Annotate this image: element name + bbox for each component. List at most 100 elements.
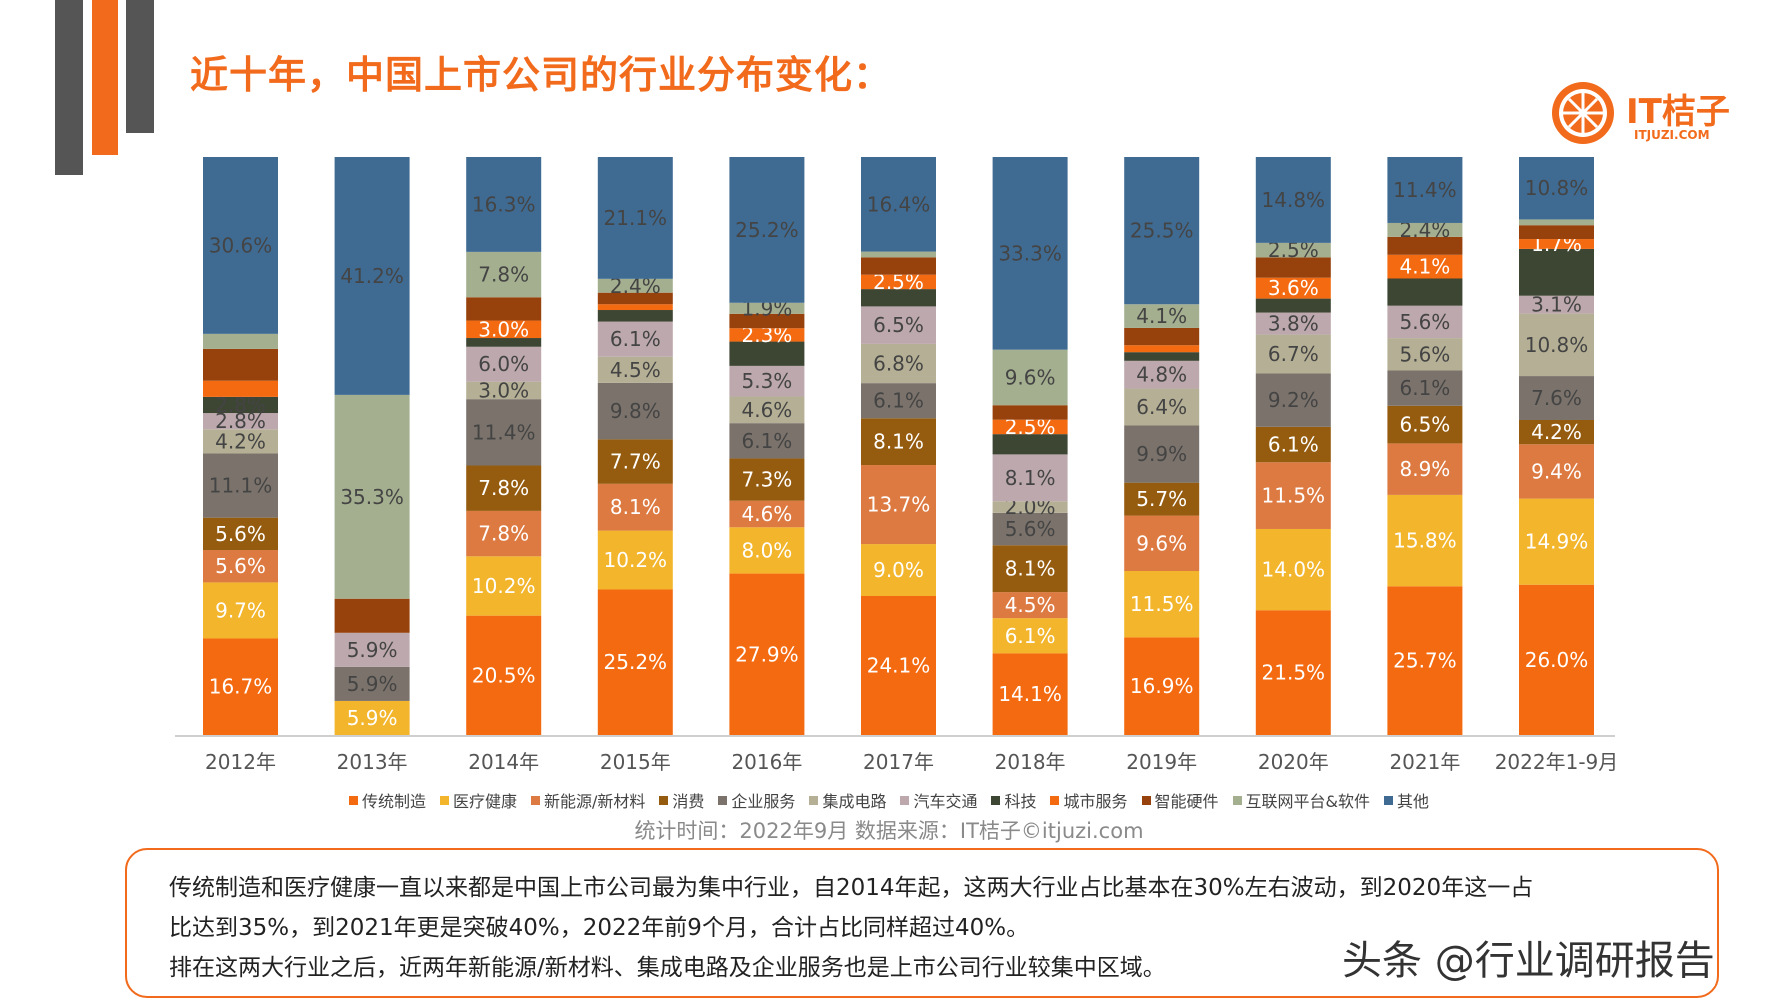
bar-segment [466,320,542,339]
data-label: 5.6% [215,554,266,578]
data-label: 8.1% [1005,557,1056,581]
bar-segment [1519,584,1594,735]
bar-segment [203,550,278,583]
bar-segment [1519,157,1594,220]
bar-segment [1124,327,1200,346]
bar-segment [466,510,542,557]
data-label: 5.9% [347,638,398,662]
data-label: 27.9% [735,642,799,666]
legend-label: 消费 [672,792,705,811]
bar-segment [861,306,936,344]
bar-segment [1387,278,1463,306]
bar-segment [1519,444,1594,499]
data-label: 25.2% [604,650,668,674]
data-label: 3.8% [1268,312,1319,336]
data-label: 4.5% [610,358,661,382]
data-label: 2.8% [215,393,266,417]
data-label: 21.5% [1262,661,1326,685]
data-label: 33.3% [998,241,1062,265]
data-label: 25.7% [1393,649,1457,673]
bar-segment [729,302,805,314]
data-label: 2.8% [215,409,266,433]
data-label: 26.0% [1525,648,1589,672]
bar-segment [334,598,410,633]
data-label: 9.8% [610,399,661,423]
bar-segment [861,465,936,545]
data-label: 4.2% [1531,420,1582,444]
legend-item: 科技 [991,788,1036,812]
legend-item: 汽车交通 [900,788,977,812]
data-label: 5.6% [215,522,266,546]
bar-segment [1124,482,1200,516]
bar-segment [334,666,410,701]
watermark: 头条 @行业调研报告 [1342,928,1715,986]
data-label: 3.6% [1268,276,1319,300]
bar-segment [992,592,1068,619]
legend-item: 智能硬件 [1141,788,1219,812]
bar-segment [203,333,278,349]
data-label: 10.8% [1525,176,1589,200]
legend-item: 传统制造 [348,788,426,812]
bar-segment [992,653,1068,735]
bar-segment [466,381,542,400]
bar-segment [597,304,673,311]
bar-segment [1255,312,1331,335]
legend-label: 智能硬件 [1154,792,1219,811]
summary-line: 比达到35%，到2021年更是突破40%，2022年前9个月，合计占比同样超过4… [169,915,1030,941]
data-label: 6.5% [873,313,924,337]
data-label: 5.7% [1136,487,1187,511]
data-label: 21.1% [604,206,668,230]
bar-segment [861,383,936,419]
x-tick-label: 2021年 [1389,750,1460,774]
legend-label: 新能源/新材料 [544,792,646,811]
data-label: 11.5% [1130,592,1194,616]
legend-label: 城市服务 [1063,792,1128,811]
bar-segment [1387,157,1463,223]
bar-segment [1387,254,1463,279]
deco-bar-orange [92,0,118,155]
bar-segment [1124,571,1200,638]
data-label: 6.1% [873,389,924,413]
data-label: 5.6% [1399,342,1450,366]
bar-segment [1387,222,1463,237]
legend-item: 城市服务 [1050,788,1128,812]
bar-segment [861,289,936,307]
data-label: 20.5% [472,663,536,687]
bar-segment [1255,277,1331,299]
bar-segment [597,483,673,531]
bar-segment [861,595,936,735]
bar-segment [1255,528,1331,611]
x-tick-label: 2014年 [468,750,539,774]
bar-segment [861,418,936,466]
bar-segment [729,423,805,459]
data-label: 7.3% [741,468,792,492]
bar-segment [203,453,278,518]
data-label: 14.0% [1262,558,1326,582]
logo-icon [1552,82,1614,144]
bar-segment [1519,219,1594,226]
bar-segment [466,338,542,347]
legend-swatch [659,795,669,805]
data-label: 4.8% [1136,363,1187,387]
bar-segment [729,341,805,366]
bar-segment [1387,370,1463,406]
bar-segment [1124,515,1200,572]
data-label: 14.9% [1525,530,1589,554]
legend-item: 集成电路 [809,788,886,812]
bar-segment [992,454,1068,502]
legend-label: 互联网平台&软件 [1245,792,1370,811]
stacked-bar-chart: 16.7%9.7%5.6%5.6%11.1%4.2%2.8%2.8%30.6%2… [175,157,1618,774]
bar-segment [466,157,542,252]
data-label: 14.8% [1262,188,1326,212]
data-label: 25.5% [1130,219,1194,243]
bar-segment [1519,498,1594,585]
bar-segment [1124,352,1200,361]
bar-segment [1255,610,1331,735]
logo-text: IT桔子 [1626,92,1730,132]
legend-item: 企业服务 [718,788,795,812]
summary-line: 传统制造和医疗健康一直以来都是中国上市公司最为集中行业，自2014年起，这两大行… [169,875,1534,901]
x-tick-label: 2012年 [205,750,276,774]
data-label: 3.0% [478,378,529,402]
data-label: 6.8% [873,352,924,376]
bar-segment [1387,586,1463,735]
